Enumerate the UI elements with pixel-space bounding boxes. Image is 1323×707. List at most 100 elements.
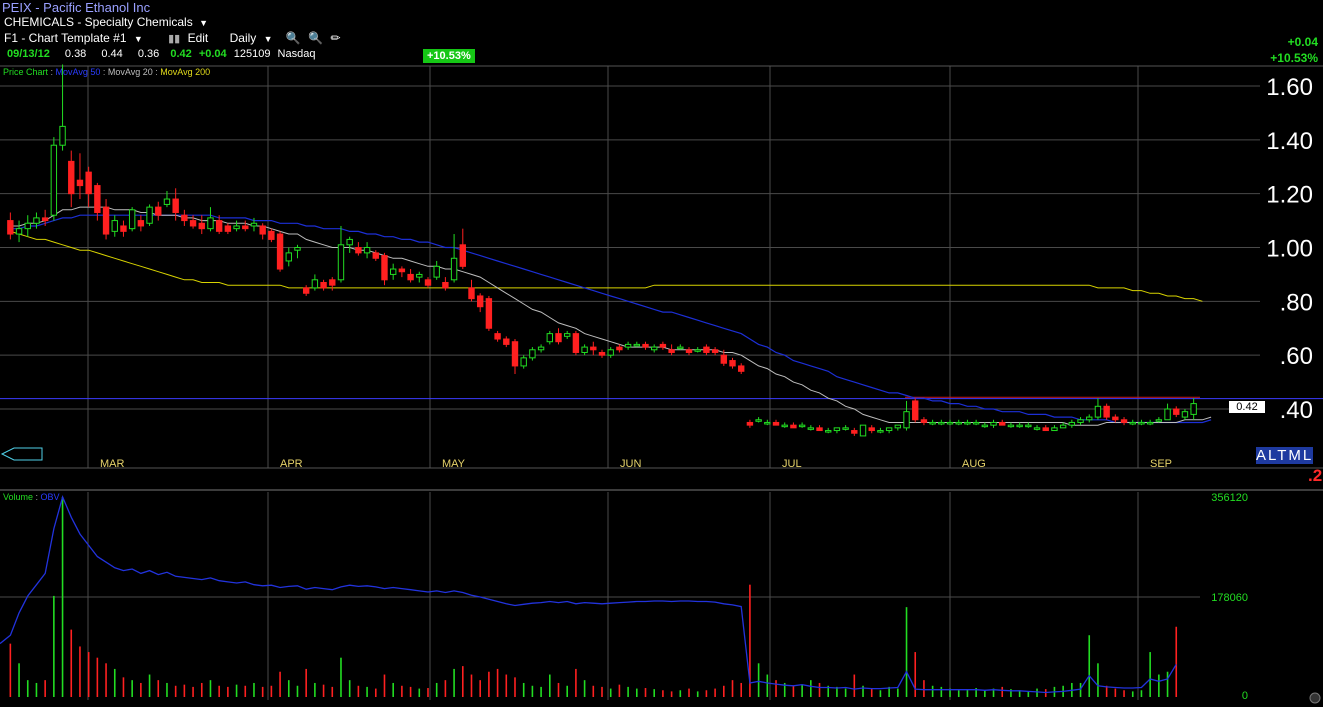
draw-tool-icon[interactable]: ✏: [330, 31, 341, 45]
candle-body: [790, 424, 797, 429]
candle-body: [920, 419, 928, 423]
candle-body: [1059, 424, 1067, 429]
sector-selector[interactable]: CHEMICALS - Specialty Chemicals ▼: [4, 15, 208, 29]
candle-body: [68, 160, 75, 195]
candle-body: [938, 421, 945, 425]
price-tick-label: .80: [1280, 289, 1313, 316]
candle-body: [363, 247, 371, 254]
month-tick-label: AUG: [962, 458, 986, 470]
quote-line: 09/13/12 0.38 0.44 0.36 0.42 +0.04 12510…: [7, 48, 315, 60]
alt-ml-sub: .2: [1308, 466, 1323, 485]
candle-body: [407, 273, 414, 281]
price-tick-label: 1.40: [1266, 128, 1313, 155]
chevron-down-icon: ▼: [199, 18, 208, 28]
candle-body: [355, 247, 362, 254]
candle-body: [381, 255, 388, 281]
candle-body: [633, 343, 641, 347]
candle-body: [999, 421, 1006, 426]
candle-body: [1042, 427, 1049, 432]
candle-body: [155, 206, 162, 216]
candle-body: [720, 354, 728, 364]
zoom-in-icon[interactable]: 🔍: [285, 31, 301, 45]
candle-body: [85, 171, 92, 195]
obv-line: [0, 495, 1177, 694]
period-selector[interactable]: Daily ▼: [230, 31, 277, 45]
candle-body: [1129, 421, 1136, 425]
candle-body: [1120, 419, 1128, 423]
candle-body: [798, 424, 806, 428]
candle-body: [1086, 416, 1093, 421]
candle-body: [581, 346, 588, 353]
price-tick-label: 1.20: [1266, 182, 1313, 209]
candle-body: [259, 225, 266, 235]
candle-body: [964, 421, 971, 425]
candle-body: [302, 287, 310, 294]
candle-body: [764, 421, 771, 425]
month-tick-label: MAY: [442, 458, 466, 470]
candle-body: [268, 230, 275, 240]
edit-label: Edit: [187, 31, 209, 45]
candle-body: [476, 295, 484, 308]
candle-body: [912, 400, 919, 421]
candle-body: [816, 427, 823, 432]
candle-body: [163, 198, 171, 205]
candle-body: [624, 343, 632, 348]
candle-body: [1007, 424, 1015, 428]
candle-body: [215, 220, 223, 232]
candle-body: [94, 185, 101, 214]
candle-body: [563, 333, 571, 337]
candle-body: [772, 421, 780, 426]
candle-body: [294, 247, 301, 251]
candle-body: [642, 343, 649, 348]
template-label: F1 - Chart Template #1: [4, 31, 127, 45]
month-tick-label: SEP: [1150, 458, 1172, 470]
price-tick-label: 1.00: [1266, 236, 1313, 263]
price-tick-label: 1.60: [1266, 74, 1313, 101]
candle-body: [851, 430, 858, 434]
month-tick-label: APR: [280, 458, 303, 470]
candle-body: [711, 349, 719, 353]
candle-body: [1164, 408, 1171, 421]
month-tick-label: MAR: [100, 458, 125, 470]
candle-body: [76, 179, 84, 187]
price-legend: Price Chart : MovAvg 50 : MovAvg 20 : Mo…: [3, 67, 211, 77]
bar-chart-icon: ▮▮: [168, 33, 181, 45]
template-selector[interactable]: F1 - Chart Template #1 ▼: [4, 31, 147, 45]
quote-volume: 125109: [233, 48, 271, 60]
candle-body: [1173, 408, 1180, 415]
candle-body: [1112, 416, 1119, 421]
volume-tick-label: 178060: [1211, 592, 1248, 604]
candle-body: [41, 217, 49, 222]
period-label: Daily: [229, 31, 257, 45]
candle-body: [102, 206, 110, 235]
candle-body: [172, 198, 179, 214]
candle-body: [520, 357, 527, 367]
legend-ma50: MovAvg 50: [55, 67, 101, 77]
right-change: +0.04: [1287, 35, 1318, 49]
candle-body: [50, 144, 58, 216]
candle-body: [946, 421, 954, 425]
candle-body: [1033, 427, 1041, 430]
candle-body: [694, 349, 701, 352]
candle-body: [833, 427, 841, 432]
scroll-left-icon[interactable]: [0, 447, 44, 461]
chevron-down-icon: ▼: [133, 34, 143, 44]
candle-body: [607, 349, 614, 356]
zoom-out-icon[interactable]: 🔍: [308, 31, 324, 45]
candle-body: [59, 125, 66, 146]
candle-body: [1181, 411, 1189, 418]
resize-handle-icon[interactable]: [1309, 692, 1321, 704]
edit-button[interactable]: ▮▮ Edit: [168, 31, 212, 45]
candle-body: [485, 298, 493, 329]
candle-body: [120, 225, 127, 232]
quote-exchange: Nasdaq: [277, 48, 316, 60]
candle-body: [1068, 421, 1076, 426]
quote-change: +0.04: [198, 48, 227, 60]
candle-body: [651, 346, 658, 351]
candle-body: [337, 244, 345, 281]
quote-close: 0.42: [170, 48, 192, 60]
candle-body: [1190, 403, 1197, 415]
candle-body: [616, 346, 623, 351]
volume-legend: Volume : OBV: [3, 492, 60, 502]
